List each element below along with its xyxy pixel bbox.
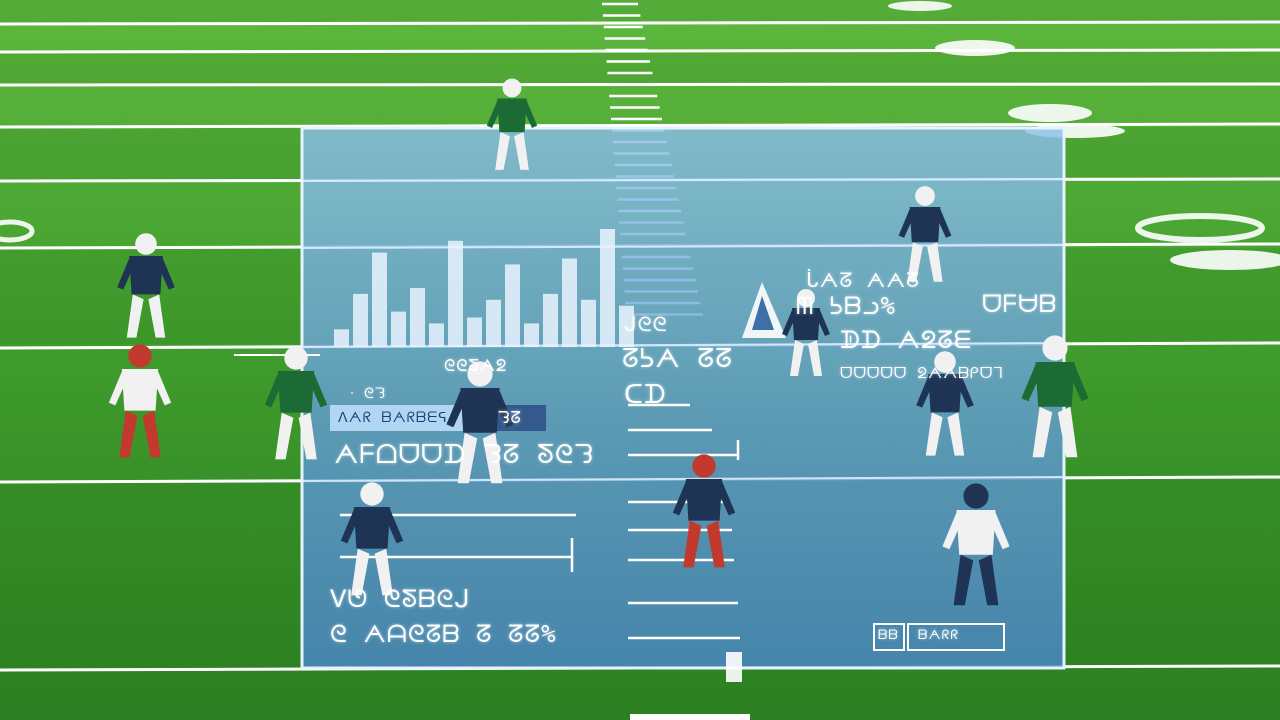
player <box>117 233 175 338</box>
chart-bar <box>524 323 539 347</box>
chart-bar <box>600 229 615 347</box>
chart-bar <box>619 305 634 347</box>
player <box>942 483 1010 606</box>
field-numbers <box>0 1 1280 270</box>
player <box>264 346 328 460</box>
mini-bar-chart <box>334 229 634 347</box>
player <box>782 289 830 376</box>
player <box>108 344 172 458</box>
badge-box <box>873 623 1005 651</box>
chart-bar <box>334 329 349 347</box>
chart-bar <box>562 258 577 347</box>
chart-bar <box>391 311 406 347</box>
bottom-marker <box>726 652 742 682</box>
player <box>672 454 736 568</box>
chart-bar <box>372 252 387 347</box>
bottom-marker-2 <box>630 714 750 720</box>
player <box>916 351 974 456</box>
player <box>1021 335 1089 458</box>
players <box>108 78 1089 606</box>
chart-bar <box>486 299 501 347</box>
player <box>486 78 538 170</box>
chart-bar <box>505 264 520 347</box>
player <box>340 482 404 596</box>
chart-bar <box>448 240 463 347</box>
chart-bar <box>429 323 444 347</box>
player <box>898 186 952 282</box>
chart-bar <box>410 288 425 347</box>
chart-bar <box>353 293 368 347</box>
chart-bar <box>543 293 558 347</box>
player <box>446 361 514 484</box>
chart-bar <box>581 299 596 347</box>
chart-bar <box>467 317 482 347</box>
